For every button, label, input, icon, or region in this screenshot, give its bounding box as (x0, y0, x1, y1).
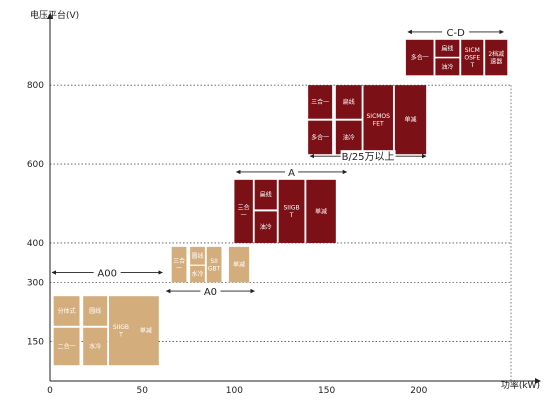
block-0-2 (83, 296, 108, 326)
block-label: 多合一 (411, 54, 429, 62)
block-4-0 (405, 39, 434, 76)
block-label: 单减 (315, 207, 327, 215)
block-3-1 (308, 120, 333, 155)
block-0-4 (109, 296, 133, 366)
block-label: 分体式 (58, 307, 76, 315)
segment-label: C-D (447, 28, 466, 39)
segment-label: A (288, 168, 295, 179)
block-label: 三合一 (238, 204, 250, 220)
y-tick-label: 400 (27, 239, 44, 249)
block-4-3 (461, 39, 484, 76)
block-label: 油冷 (441, 63, 453, 71)
segment-label: A00 (97, 269, 117, 280)
block-1-4 (228, 246, 250, 283)
x-tick-label: 0 (47, 386, 53, 396)
block-label: 扁线 (343, 98, 355, 106)
block-1-2 (190, 265, 205, 283)
block-label: 2档减速器 (488, 50, 504, 66)
block-2-4 (306, 179, 336, 243)
block-label: 油冷 (260, 223, 272, 231)
x-axis-label: 功率(kW) (501, 379, 540, 391)
y-tick-label: 150 (27, 338, 44, 348)
block-2-3 (278, 179, 305, 243)
block-2-0 (234, 179, 253, 243)
block-0-1 (53, 327, 80, 366)
x-tick-label: 100 (226, 386, 243, 396)
segment-label: A0 (204, 287, 217, 298)
block-0-3 (83, 327, 108, 366)
block-3-3 (335, 120, 362, 155)
segment-label-bg (340, 150, 396, 163)
y-tick-label: 600 (27, 160, 44, 170)
block-0-5 (132, 296, 159, 366)
segment-label-bg (93, 266, 121, 279)
block-3-2 (335, 85, 362, 119)
x-tick-label: 200 (410, 386, 427, 396)
block-label: 单减 (404, 116, 416, 124)
block-label: 水冷 (192, 270, 204, 278)
block-label: 三合一 (173, 257, 185, 273)
axes: 150 300 400 600 800 0 50 100 150 200 电压平台(V) 功率(kW) (27, 9, 541, 396)
block-2-2 (254, 211, 277, 243)
block-label: 圆线 (89, 307, 101, 315)
block-3-5 (394, 85, 427, 155)
block-label: 单减 (140, 327, 152, 335)
block-label: 油冷 (343, 133, 355, 141)
block-label: 单减 (233, 261, 245, 269)
block-label: 扁线 (441, 44, 453, 52)
block-0-0 (53, 296, 80, 326)
segment-label-bg (200, 285, 221, 298)
y-tick-label: 300 (27, 278, 44, 288)
y-tick-label: 800 (27, 81, 44, 91)
block-label: 圆线 (192, 252, 204, 260)
block-4-2 (435, 58, 460, 76)
segment-label: B/25万以上 (342, 151, 395, 163)
x-tick-label: 150 (318, 386, 335, 396)
block-1-3 (206, 246, 222, 283)
grid-lines (50, 84, 512, 381)
block-label: 三合一 (311, 98, 329, 106)
block-3-0 (308, 85, 333, 119)
block-label: 扁线 (260, 191, 272, 199)
segment-label-bg (285, 165, 299, 178)
block-1-0 (171, 246, 187, 283)
x-tick-label: 50 (136, 386, 148, 396)
y-axis-label: 电压平台(V) (30, 9, 79, 21)
block-4-4 (485, 39, 508, 76)
block-3-4 (363, 85, 393, 155)
segments: A00 A0 A B/25万以上 C-D (51, 25, 504, 298)
block-label: 多合一 (311, 133, 329, 141)
segment-label-bg (442, 25, 470, 38)
block-label: 二合一 (58, 342, 76, 350)
block-2-1 (254, 179, 277, 210)
block-1-1 (190, 246, 205, 265)
block-label: 水冷 (89, 342, 101, 350)
block-4-1 (435, 39, 460, 57)
